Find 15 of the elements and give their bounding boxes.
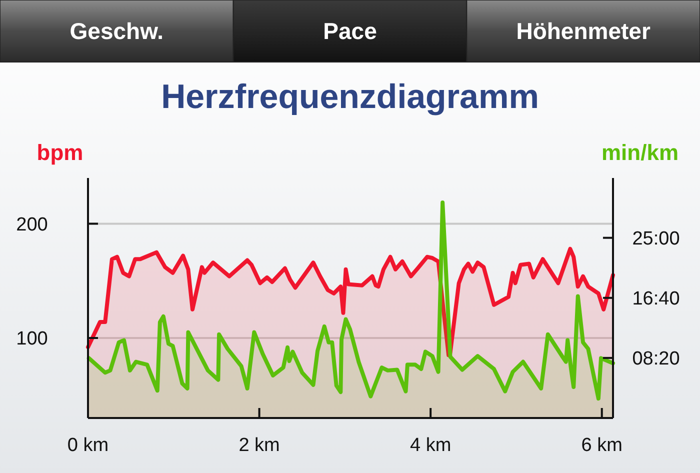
x-tick-label: 2 km — [238, 435, 280, 456]
text: Pace — [323, 18, 377, 44]
y-tick-label: 200 — [16, 214, 48, 236]
y2-tick-label: 16:40 — [632, 288, 680, 310]
y2-axis-title: min/km — [601, 140, 679, 165]
text: Höhenmeter — [516, 18, 650, 44]
x-tick-label: 6 km — [581, 435, 622, 456]
y2-tick-label: 08:20 — [632, 348, 680, 370]
y2-tick-label: 25:00 — [632, 228, 680, 250]
x-tick-label: 0 km — [67, 435, 109, 456]
x-tick-label: 4 km — [410, 435, 452, 456]
y-axis-title: bpm — [36, 140, 84, 165]
y-tick-label: 100 — [16, 328, 48, 350]
chart-title: Herzfrequenzdiagramm — [161, 78, 539, 116]
text: Geschw. — [70, 18, 164, 44]
